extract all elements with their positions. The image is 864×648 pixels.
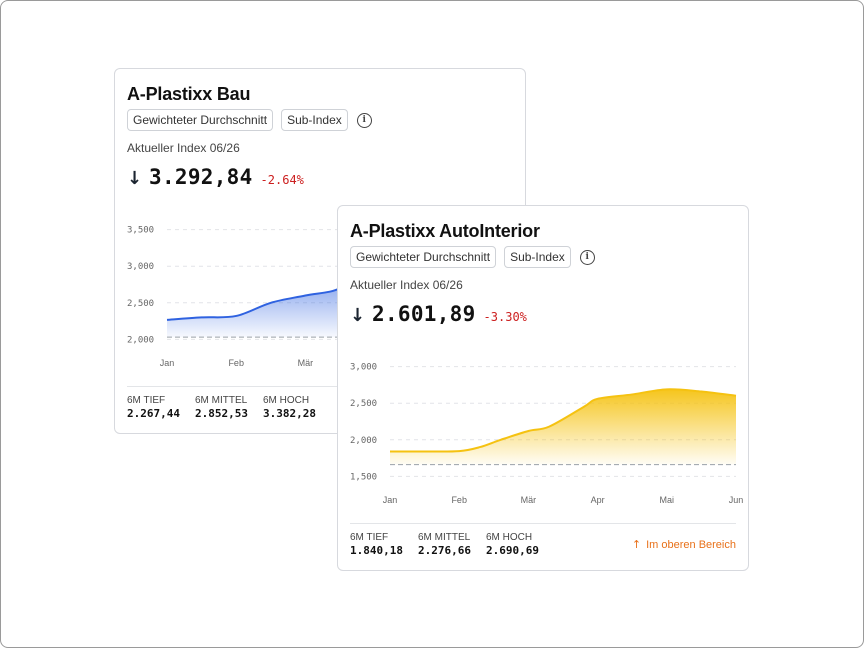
stat-6m-high: 6M HOCH 3.382,28 [263, 395, 316, 421]
index-value: 3.292,84 [149, 165, 253, 189]
footer-divider [350, 523, 736, 524]
stat-value: 2.267,44 [127, 407, 180, 420]
area-fill [390, 389, 736, 465]
stat-label: 6M MITTEL [417, 532, 471, 543]
card-title: A-Plastixx AutoInterior [350, 221, 540, 241]
arrow-down-icon: ↓ [127, 168, 143, 189]
tag-row: Gewichteter Durchschnitt Sub-Index i [350, 246, 595, 268]
y-tick-label: 2,500 [350, 399, 377, 409]
stat-label: 6M HOCH [485, 532, 533, 543]
stat-6m-low: 6M TIEF 2.267,44 [127, 395, 180, 421]
stat-label: 6M TIEF [350, 532, 389, 543]
index-card-autointerior: A-Plastixx AutoInterior Gewichteter Durc… [337, 205, 749, 571]
stat-value: 2.276,66 [417, 544, 471, 557]
x-tick-label: Jun [729, 495, 744, 505]
y-tick-label: 3,000 [127, 262, 154, 272]
footer-divider [127, 386, 513, 387]
y-tick-label: 2,500 [127, 299, 154, 309]
stat-label: 6M TIEF [127, 395, 166, 406]
tag-weighted-average: Gewichteter Durchschnitt [350, 246, 497, 268]
stats-row: 6M TIEF 2.267,44 6M MITTEL 2.852,53 6M H… [127, 395, 316, 421]
stat-value: 1.840,18 [350, 544, 403, 557]
x-tick-label: Feb [228, 358, 244, 368]
index-change: -2.64% [260, 173, 304, 187]
index-chart: 3,000 2,500 2,000 1,500 Jan Feb Mär Apr Mai Jun [350, 363, 744, 505]
tag-sub-index: Sub-Index [281, 109, 348, 131]
tag-row: Gewichteter Durchschnitt Sub-Index i [127, 109, 372, 131]
x-tick-label: Mär [521, 495, 537, 505]
range-hint: ↑ Im oberen Bereich [632, 538, 736, 551]
range-hint-label: Im oberen Bereich [646, 539, 736, 551]
y-tick-label: 2,000 [350, 436, 377, 446]
index-subtitle: Aktueller Index 06/26 [127, 141, 240, 155]
stat-6m-mid: 6M MITTEL 2.852,53 [195, 395, 248, 421]
stat-value: 3.382,28 [262, 407, 316, 420]
x-tick-label: Mär [298, 358, 314, 368]
x-tick-label: Mai [660, 495, 675, 505]
stat-6m-high: 6M HOCH 2.690,69 [486, 532, 539, 558]
y-tick-label: 3,500 [127, 226, 154, 236]
card-title: A-Plastixx Bau [127, 84, 251, 104]
stat-value: 2.690,69 [485, 544, 539, 557]
tag-sub-index: Sub-Index [504, 246, 571, 268]
stat-6m-low: 6M TIEF 1.840,18 [350, 532, 403, 558]
stat-value: 2.852,53 [194, 407, 248, 420]
stat-6m-mid: 6M MITTEL 2.276,66 [418, 532, 471, 558]
value-row: ↓ 3.292,84 -2.64% [127, 165, 304, 189]
stats-row: 6M TIEF 1.840,18 6M MITTEL 2.276,66 6M H… [350, 532, 539, 558]
info-icon[interactable]: i [579, 249, 595, 265]
stat-label: 6M HOCH [262, 395, 310, 406]
info-icon[interactable]: i [356, 112, 372, 128]
y-tick-label: 1,500 [350, 472, 377, 482]
index-change: -3.30% [483, 310, 527, 324]
x-tick-label: Feb [451, 495, 467, 505]
arrow-up-icon: ↑ [631, 538, 642, 551]
x-tick-label: Jan [383, 495, 398, 505]
value-row: ↓ 2.601,89 -3.30% [350, 302, 527, 326]
index-value: 2.601,89 [372, 302, 476, 326]
y-tick-label: 3,000 [350, 363, 377, 373]
x-tick-label: Jan [160, 358, 175, 368]
x-tick-label: Apr [591, 495, 605, 505]
index-subtitle: Aktueller Index 06/26 [350, 278, 463, 292]
y-tick-label: 2,000 [127, 335, 154, 345]
arrow-down-icon: ↓ [350, 305, 366, 326]
series-line [389, 388, 737, 453]
tag-weighted-average: Gewichteter Durchschnitt [127, 109, 274, 131]
stat-label: 6M MITTEL [194, 395, 248, 406]
